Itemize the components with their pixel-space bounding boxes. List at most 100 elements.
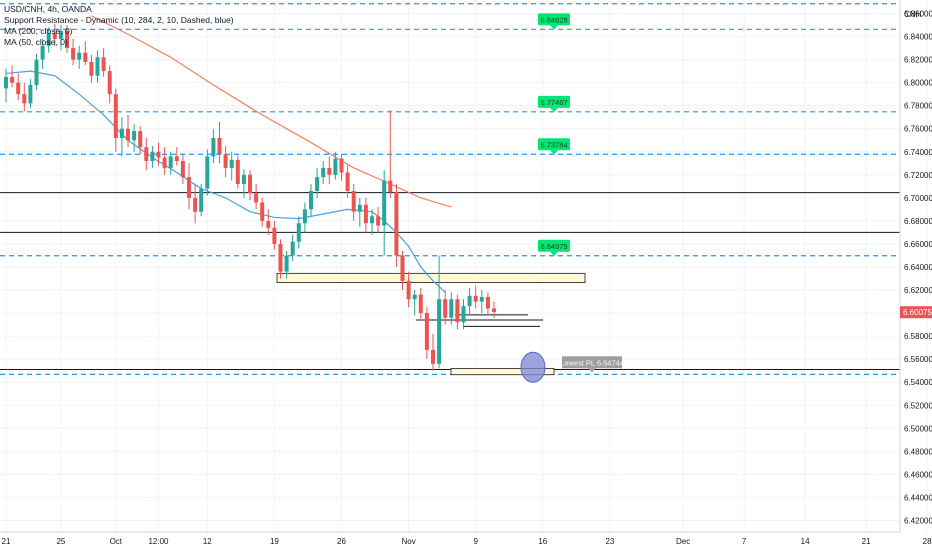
candle <box>357 197 362 227</box>
chart-grid <box>0 0 928 532</box>
candle-body <box>34 59 39 85</box>
candle-body <box>174 156 179 161</box>
candle-body <box>217 137 222 155</box>
candle <box>376 207 381 233</box>
candle-body <box>205 156 210 189</box>
candle <box>144 137 149 171</box>
price-tick-label: 6.68000 <box>904 217 932 226</box>
candle <box>65 25 69 53</box>
candle-body <box>193 197 198 212</box>
candle-body <box>229 159 234 168</box>
candle-body <box>400 255 405 281</box>
resistance-tag-label: 6.64975 <box>540 242 567 251</box>
candle-body <box>150 151 155 161</box>
candle-body <box>144 147 149 161</box>
candle-body <box>431 349 435 364</box>
ma200-line <box>91 15 452 208</box>
resistance-tag-bg <box>538 13 570 26</box>
time-tick-label: 7 <box>742 537 747 546</box>
candle <box>89 55 94 83</box>
candle <box>16 73 21 100</box>
price-tick-label: 6.66000 <box>904 240 932 249</box>
sr-levels <box>0 3 900 375</box>
candle <box>248 170 252 201</box>
candle-body <box>406 280 411 300</box>
lowest-pl-tag-bg <box>562 356 622 369</box>
candle-body <box>113 94 118 138</box>
price-axis: 6.86000 6.84000 6.82000 6.80000 6.78000 6.760… <box>899 0 932 532</box>
price-tick-label: 6.72000 <box>904 171 932 180</box>
lowest-pl-tag-pointer <box>588 368 596 373</box>
candle-body <box>370 216 374 224</box>
candle-body <box>479 296 484 302</box>
candle <box>449 292 454 325</box>
price-tick-label: 6.80000 <box>904 79 932 88</box>
resistance-tag-bg <box>538 138 570 151</box>
time-tick-label: 21 <box>2 537 11 546</box>
last-price-tag-bg <box>900 306 932 319</box>
last-price-label: 6.60075 <box>903 308 932 317</box>
candle <box>296 216 301 249</box>
resistance-tag: 6.64975 <box>538 239 570 256</box>
price-tick-label: 6.54000 <box>904 378 932 387</box>
price-tick-label: 6.46000 <box>904 470 932 479</box>
candle <box>333 151 338 180</box>
candle-body <box>180 161 185 178</box>
candle <box>156 142 161 166</box>
candle-body <box>461 306 466 323</box>
candle <box>473 285 478 309</box>
candle-body <box>126 128 130 141</box>
candle-body <box>388 180 393 193</box>
candle <box>211 128 216 164</box>
time-tick-label: 21 <box>862 537 871 546</box>
candle-body <box>437 299 442 364</box>
resistance-tag-pointer <box>550 251 558 256</box>
resistance-tag-label: 6.84628 <box>540 15 567 24</box>
candle-body <box>248 174 252 194</box>
candle-body <box>449 299 454 318</box>
candles <box>4 23 496 371</box>
candle-body <box>272 227 277 244</box>
candle-body <box>199 188 204 212</box>
candle <box>34 53 39 90</box>
time-tick-label: 12 <box>203 537 212 546</box>
candle <box>138 126 143 155</box>
candle-body <box>376 216 381 226</box>
time-tick-label: 12:00 <box>148 537 169 546</box>
candle <box>22 82 27 112</box>
candle <box>52 23 57 46</box>
candle <box>424 307 429 360</box>
time-tick-label: 23 <box>605 537 614 546</box>
candle-body <box>412 294 417 300</box>
price-tick-label: 6.56000 <box>904 355 932 364</box>
candle-body <box>65 30 69 49</box>
price-tick-label: 6.42000 <box>904 516 932 525</box>
candle-body <box>315 177 320 191</box>
candle <box>437 255 442 369</box>
price-tick-label: 6.52000 <box>904 401 932 410</box>
candle-body <box>58 30 63 39</box>
candle <box>107 65 112 104</box>
candle <box>46 27 51 53</box>
candle <box>241 169 246 198</box>
candle-body <box>345 172 350 191</box>
price-tick-label: 6.44000 <box>904 493 932 502</box>
candle <box>400 250 405 291</box>
resistance-tag-bg <box>538 95 570 108</box>
candle <box>418 287 423 319</box>
candle-body <box>119 128 124 138</box>
time-tick-label: Oct <box>110 537 123 546</box>
candle-body <box>107 71 112 95</box>
candle <box>431 333 435 371</box>
time-tick-label: 9 <box>473 537 478 546</box>
candle <box>28 79 33 108</box>
lowest-pl-annotation: Lowest PL 6.54744 <box>560 356 624 373</box>
time-tick-label: Nov <box>401 537 415 546</box>
candle <box>193 184 198 224</box>
candle <box>58 25 63 51</box>
candle-body <box>394 192 399 256</box>
price-tick-label: 6.78000 <box>904 102 932 111</box>
candle <box>223 146 228 178</box>
candle <box>406 271 411 308</box>
